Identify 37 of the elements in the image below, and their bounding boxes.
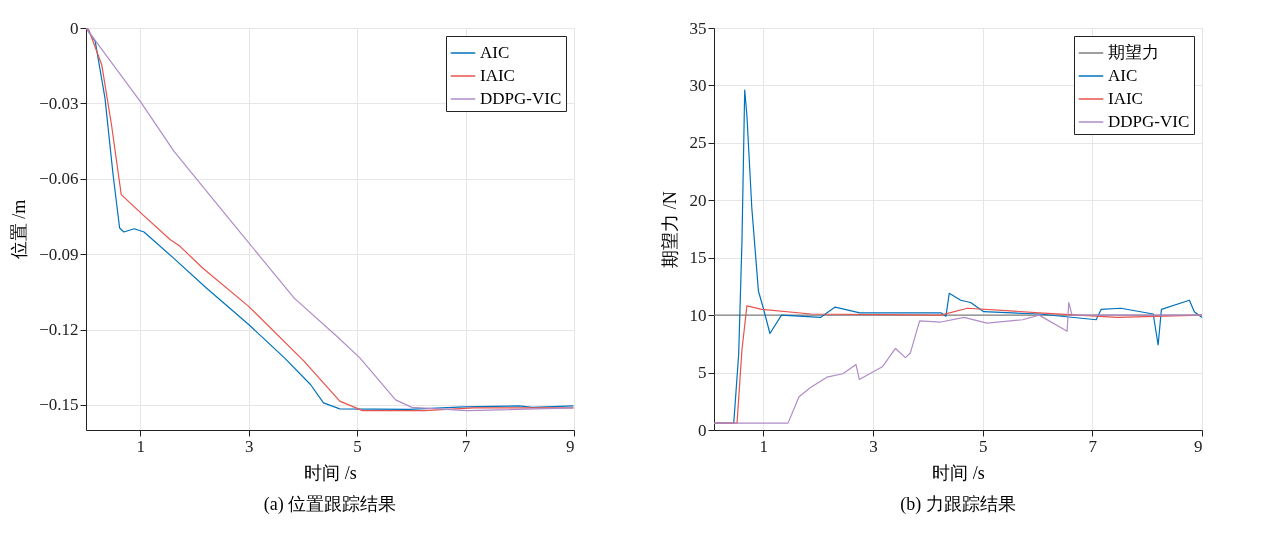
y-tick-label: 30 [689,75,707,95]
legend-label: DDPG-VIC [480,89,562,108]
y-tick-label: 5 [698,363,707,383]
x-tick-label: 7 [461,436,471,456]
x-axis-title: 时间 /s [932,462,985,483]
x-axis-title: 时间 /s [304,462,357,483]
y-tick-label: 20 [689,190,707,210]
y-tick-label: −0.12 [39,320,79,339]
x-tick-label: 9 [1194,436,1203,456]
y-tick-label: 25 [689,133,707,153]
text: (b) 力跟踪结果 [900,494,1016,515]
legend-label: IAIC [1108,89,1143,108]
y-tick-label: 15 [689,248,707,268]
x-tick-label: 1 [136,436,145,456]
y-axis-title: 期望力 /N [659,191,680,268]
x-tick-label: 5 [978,436,988,456]
x-tick-label: 3 [244,436,254,456]
legend-label: AIC [480,43,510,62]
x-tick-label: 5 [353,436,362,456]
y-tick-label: −0.03 [39,93,79,113]
legend-label: IAIC [480,66,515,85]
x-tick-label: 3 [869,436,878,456]
y-tick-label: −0.06 [39,169,79,189]
x-tick-label: 7 [1088,436,1098,456]
x-tick-label: 1 [759,436,769,456]
legend-label: 期望力 [1108,43,1159,62]
legend-label: DDPG-VIC [1108,112,1190,131]
text: (a) 位置跟踪结果 [263,494,397,515]
y-tick-label: −0.09 [39,244,79,264]
y-axis-title: 位置 /m [9,199,30,260]
y-tick-label: −0.15 [39,395,79,415]
y-tick-label: 0 [698,420,707,440]
y-tick-label: 10 [689,305,707,325]
x-tick-label: 9 [566,436,575,456]
y-tick-label: 0 [70,18,79,38]
legend-label: AIC [1108,66,1138,85]
y-tick-label: 35 [689,18,707,38]
